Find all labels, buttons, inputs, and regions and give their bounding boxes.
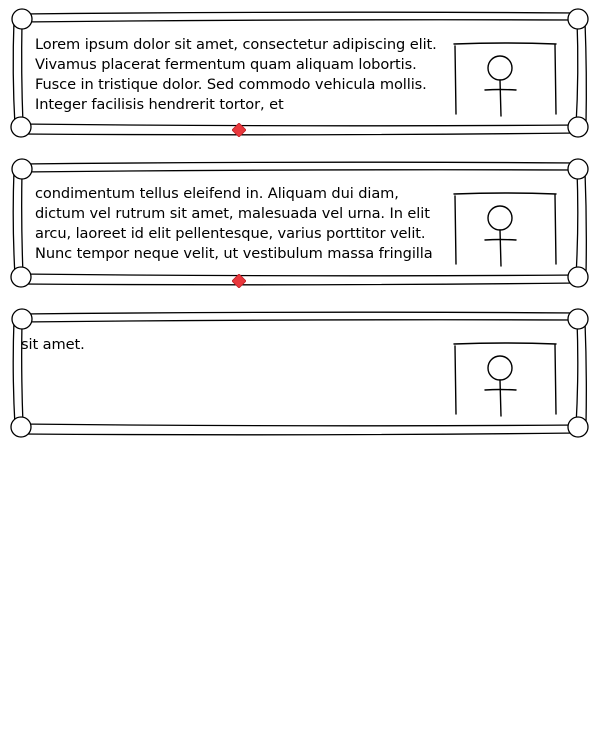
sketch-frame (10, 158, 589, 288)
sketch-frame (10, 8, 589, 138)
text-panel-2: condimentum tellus eleifend in. Aliquam … (0, 158, 600, 298)
continuation-marker (231, 122, 247, 138)
stick-figure-icon (452, 42, 558, 117)
sketch-frame (10, 308, 589, 438)
panel-text: Lorem ipsum dolor sit amet, consectetur … (35, 36, 437, 113)
text-panel-1: Lorem ipsum dolor sit amet, consectetur … (0, 8, 600, 148)
continuation-marker (231, 273, 247, 289)
stick-figure-icon (452, 192, 558, 267)
panel-text: condimentum tellus eleifend in. Aliquam … (35, 185, 433, 262)
stick-figure-icon (452, 342, 558, 417)
text-panel-3: sit amet. (0, 308, 600, 448)
panel-text: sit amet. (21, 336, 85, 353)
